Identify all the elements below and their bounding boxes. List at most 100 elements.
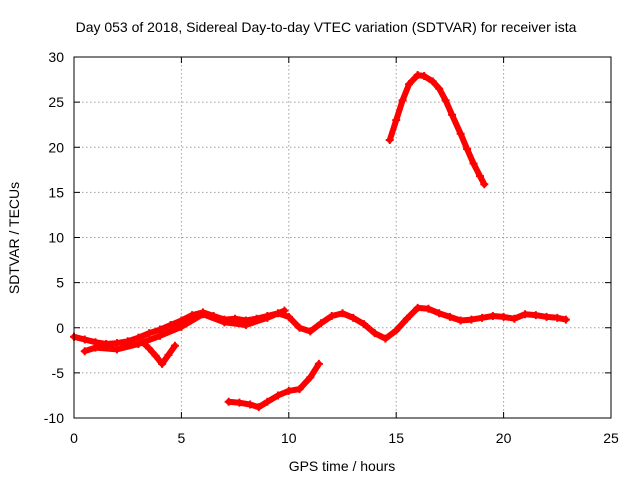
data-point	[405, 80, 414, 89]
data-point	[435, 84, 444, 93]
series-band	[386, 72, 488, 188]
x-tick-label: 5	[178, 430, 186, 446]
data-point	[235, 398, 244, 407]
data-point	[381, 334, 390, 343]
data-point	[475, 172, 484, 181]
data-point	[420, 71, 429, 80]
data-point	[280, 306, 289, 315]
data-point	[385, 136, 394, 145]
y-tick-label: 15	[48, 184, 64, 200]
y-axis-label: SDTVAR / TECUs	[6, 182, 22, 294]
data-point	[314, 359, 323, 368]
data-point	[306, 373, 315, 382]
data-point	[284, 386, 293, 395]
data-point	[456, 316, 465, 325]
data-point	[327, 312, 336, 321]
y-tick-label: 10	[48, 230, 64, 246]
data-point	[112, 345, 121, 354]
data-point	[338, 309, 347, 318]
chart-title: Day 053 of 2018, Sidereal Day-to-day VTE…	[76, 19, 577, 35]
data-point	[274, 391, 283, 400]
data-point	[155, 331, 164, 340]
data-point	[428, 77, 437, 86]
series-arc-dip	[138, 338, 179, 368]
data-point	[80, 335, 89, 344]
data-point	[499, 312, 508, 321]
series-band	[225, 360, 322, 411]
data-point	[220, 318, 229, 327]
series-arc-main	[70, 303, 570, 348]
series-arc-peak	[385, 71, 489, 189]
data-point	[306, 327, 315, 336]
data-point	[478, 313, 487, 322]
data-point	[402, 314, 411, 323]
x-tick-label: 15	[388, 430, 404, 446]
x-tick-label: 20	[496, 430, 512, 446]
data-point	[254, 403, 263, 412]
data-point	[542, 312, 551, 321]
data-point	[392, 116, 401, 125]
data-point	[510, 314, 519, 323]
series-arc-secondary	[80, 306, 289, 356]
data-point	[531, 311, 540, 320]
data-point	[553, 313, 562, 322]
x-tick-labels: 0 5 10 15 20 25	[70, 430, 619, 446]
data-point	[295, 323, 304, 332]
y-tick-label: 5	[56, 275, 64, 291]
y-tick-label: -10	[44, 410, 64, 426]
y-tick-label: 25	[48, 94, 64, 110]
series-band	[139, 339, 178, 367]
y-tick-label: 20	[48, 139, 64, 155]
y-tick-labels: -10 -5 0 5 10 15 20 25 30	[44, 49, 64, 426]
data-point	[241, 321, 250, 330]
data-point	[441, 96, 450, 105]
data-point	[392, 326, 401, 335]
data-point	[445, 312, 454, 321]
data-point	[480, 180, 489, 189]
data-series	[70, 71, 570, 412]
data-point	[198, 310, 207, 319]
data-point	[91, 343, 100, 352]
y-tick-label: 0	[56, 320, 64, 336]
data-point	[463, 145, 472, 154]
data-point	[151, 351, 160, 360]
data-point	[158, 359, 167, 368]
data-point	[164, 350, 173, 359]
data-point	[246, 400, 255, 409]
grid-lines	[74, 57, 611, 418]
data-point	[398, 96, 407, 105]
data-point	[295, 385, 304, 394]
data-point	[435, 309, 444, 318]
y-tick-label: 30	[48, 49, 64, 65]
data-point	[467, 315, 476, 324]
data-point	[521, 310, 530, 319]
x-tick-label: 25	[603, 430, 619, 446]
data-point	[170, 341, 179, 350]
data-point	[370, 329, 379, 338]
data-point	[359, 320, 368, 329]
data-point	[469, 159, 478, 168]
data-point	[456, 129, 465, 138]
data-point	[284, 312, 293, 321]
data-point	[138, 338, 147, 347]
axis-ticks	[73, 56, 612, 419]
data-point	[488, 312, 497, 321]
x-tick-label: 10	[281, 430, 297, 446]
data-point	[80, 347, 89, 356]
data-point	[448, 110, 457, 119]
data-point	[413, 303, 422, 312]
data-point	[424, 304, 433, 313]
data-point	[145, 344, 154, 353]
data-point	[561, 315, 570, 324]
data-point	[166, 321, 175, 330]
data-point	[263, 397, 272, 406]
data-point	[224, 397, 233, 406]
data-point	[145, 329, 154, 338]
data-point	[177, 322, 186, 331]
data-point	[349, 313, 358, 322]
series-arc-negative	[224, 359, 323, 412]
data-point	[317, 319, 326, 328]
y-tick-label: -5	[52, 365, 65, 381]
x-tick-label: 0	[70, 430, 78, 446]
